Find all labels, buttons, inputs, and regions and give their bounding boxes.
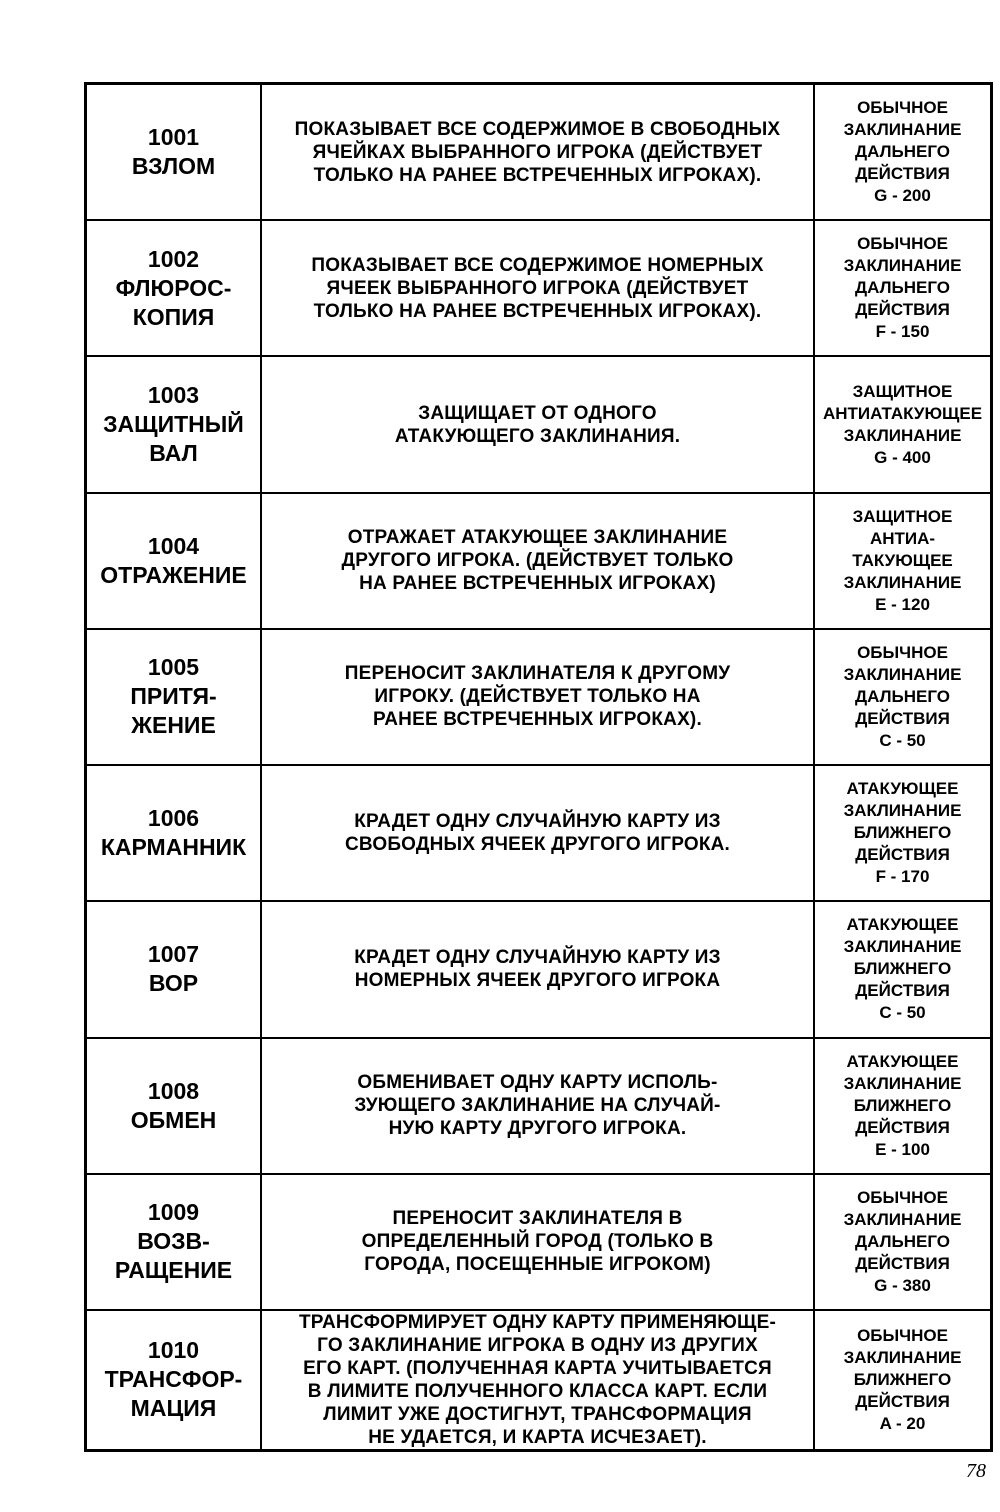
spell-name: 1004 ОТРАЖЕНИЕ [87,493,262,628]
spell-description: КРАДЕТ ОДНУ СЛУЧАЙНУЮ КАРТУ ИЗ СВОБОДНЫХ… [262,766,815,901]
spell-row: 1009 ВОЗВ- РАЩЕНИЕ ПЕРЕНОСИТ ЗАКЛИНАТЕЛЯ … [87,1172,990,1309]
spell-row: 1004 ОТРАЖЕНИЕ ОТРАЖАЕТ АТАКУЮЩЕЕ ЗАКЛИНА… [87,491,990,628]
spell-row: 1006 КАРМАННИК КРАДЕТ ОДНУ СЛУЧАЙНУЮ КАРТ… [87,764,990,901]
spell-type: АТАКУЮЩЕЕ ЗАКЛИНАНИЕ БЛИЖНЕГО ДЕЙСТВИЯ C… [843,915,962,1023]
spell-description: ПОКАЗЫВАЕТ ВСЕ СОДЕРЖИМОЕ В СВОБОДНЫХ ЯЧ… [262,85,815,220]
spell-description: ПЕРЕНОСИТ ЗАКЛИНАТЕЛЯ В ОПРЕДЕЛЕННЫЙ ГОР… [262,1174,815,1309]
spell-type: ОБЫЧНОЕ ЗАКЛИНАНИЕ ДАЛЬНЕГО ДЕЙСТВИЯ C -… [843,642,962,750]
spell-description: ТРАНСФОРМИРУЕТ ОДНУ КАРТУ ПРИМЕНЯЮЩЕ- ГО… [262,1310,815,1449]
spell-name: 1007 ВОР [87,902,262,1037]
spell-type: ОБЫЧНОЕ ЗАКЛИНАНИЕ ДАЛЬНЕГО ДЕЙСТВИЯ G -… [843,1187,962,1295]
spell-name: 1010 ТРАНСФОР- МАЦИЯ [87,1310,262,1449]
spell-description: ПОКАЗЫВАЕТ ВСЕ СОДЕРЖИМОЕ НОМЕРНЫХ ЯЧЕЕК… [262,221,815,356]
spell-name: 1008 ОБМЕН [87,1038,262,1173]
spell-type: ОБЫЧНОЕ ЗАКЛИНАНИЕ ДАЛЬНЕГО ДЕЙСТВИЯ F -… [843,234,962,342]
spell-type: ЗАЩИТНОЕ АНТИА- ТАКУЮЩЕЕ ЗАКЛИНАНИЕ E - … [843,506,962,614]
spell-row: 1001 ВЗЛОМ ПОКАЗЫВАЕТ ВСЕ СОДЕРЖИМОЕ В СВ… [87,85,990,220]
spell-type: АТАКУЮЩЕЕ ЗАКЛИНАНИЕ БЛИЖНЕГО ДЕЙСТВИЯ E… [843,1051,962,1159]
spell-name: 1006 КАРМАННИК [87,766,262,901]
spell-description: ОТРАЖАЕТ АТАКУЮЩЕЕ ЗАКЛИНАНИЕ ДРУГОГО ИГ… [262,493,815,628]
spell-name: 1003 ЗАЩИТНЫЙ ВАЛ [87,357,262,492]
spell-row: 1002 ФЛЮРОС- КОПИЯ ПОКАЗЫВАЕТ ВСЕ СОДЕРЖИ… [87,219,990,356]
page-number: 78 [966,1460,986,1482]
spell-type: ЗАЩИТНОЕ АНТИАТАКУЮЩЕЕ ЗАКЛИНАНИЕ G - 40… [822,381,983,467]
spell-row: 1005 ПРИТЯ- ЖЕНИЕ ПЕРЕНОСИТ ЗАКЛИНАТЕЛЯ К… [87,627,990,765]
spell-row: 1007 ВОР КРАДЕТ ОДНУ СЛУЧАЙНУЮ КАРТУ ИЗ Н… [87,900,990,1037]
spell-name: 1005 ПРИТЯ- ЖЕНИЕ [87,629,262,765]
spell-row: 1003 ЗАЩИТНЫЙ ВАЛ ЗАЩИЩАЕТ ОТ ОДНОГО АТАК… [87,355,990,492]
spell-name: 1009 ВОЗВ- РАЩЕНИЕ [87,1174,262,1309]
spell-description: ПЕРЕНОСИТ ЗАКЛИНАТЕЛЯ К ДРУГОМУ ИГРОКУ. … [262,629,815,765]
spell-description: КРАДЕТ ОДНУ СЛУЧАЙНУЮ КАРТУ ИЗ НОМЕРНЫХ … [262,902,815,1037]
spell-row: 1008 ОБМЕН ОБМЕНИВАЕТ ОДНУ КАРТУ ИСПОЛЬ- … [87,1036,990,1173]
spell-name: 1002 ФЛЮРОС- КОПИЯ [87,221,262,356]
spell-table: 1001 ВЗЛОМ ПОКАЗЫВАЕТ ВСЕ СОДЕРЖИМОЕ В СВ… [84,82,993,1452]
spell-type: АТАКУЮЩЕЕ ЗАКЛИНАНИЕ БЛИЖНЕГО ДЕЙСТВИЯ F… [843,779,962,887]
spell-type: ОБЫЧНОЕ ЗАКЛИНАНИЕ ДАЛЬНЕГО ДЕЙСТВИЯ G -… [843,98,962,206]
spell-type: ОБЫЧНОЕ ЗАКЛИНАНИЕ БЛИЖНЕГО ДЕЙСТВИЯ A -… [843,1325,962,1433]
spell-description: ОБМЕНИВАЕТ ОДНУ КАРТУ ИСПОЛЬ- ЗУЮЩЕГО ЗА… [262,1038,815,1173]
spell-row: 1010 ТРАНСФОР- МАЦИЯ ТРАНСФОРМИРУЕТ ОДНУ … [87,1308,990,1449]
spell-name: 1001 ВЗЛОМ [87,85,262,220]
spell-description: ЗАЩИЩАЕТ ОТ ОДНОГО АТАКУЮЩЕГО ЗАКЛИНАНИЯ… [262,357,815,492]
